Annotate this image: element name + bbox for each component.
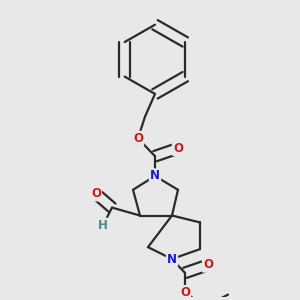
Text: H: H [98, 219, 108, 232]
Text: O: O [91, 187, 101, 200]
Text: N: N [150, 169, 160, 182]
Text: O: O [133, 132, 143, 145]
Text: O: O [173, 142, 183, 155]
Text: O: O [203, 258, 213, 272]
Text: O: O [180, 286, 190, 299]
Text: N: N [167, 253, 177, 266]
